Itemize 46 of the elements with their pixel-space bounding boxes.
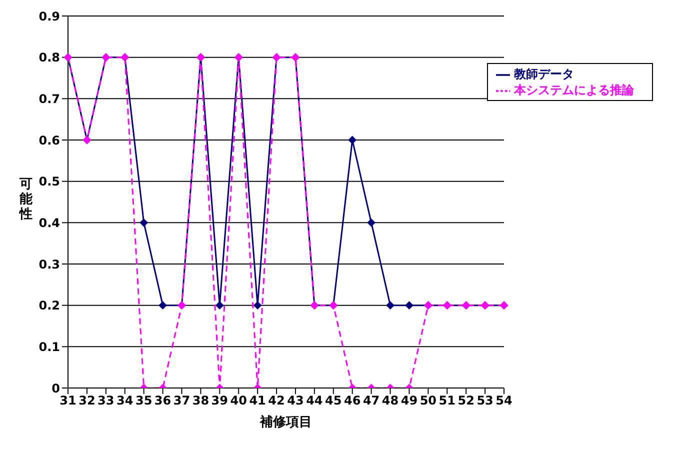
point [367, 218, 376, 227]
point [405, 301, 414, 310]
x-tick-label: 41 [249, 394, 266, 408]
x-tick-label: 42 [268, 394, 285, 408]
x-tick-label: 33 [98, 394, 114, 408]
x-axis-title: 補修項目 [259, 414, 312, 430]
y-tick-label: 0.8 [38, 50, 60, 65]
point [348, 136, 356, 144]
x-tick-label: 48 [382, 394, 399, 408]
x-tick-label: 36 [154, 394, 172, 408]
point [158, 301, 167, 310]
y-tick-label: 0 [52, 381, 60, 396]
point [254, 301, 262, 310]
x-tick-label: 49 [400, 394, 418, 408]
x-tick-label: 46 [344, 394, 361, 408]
x-tick-label: 43 [287, 394, 304, 408]
x-tick-label: 32 [78, 394, 96, 408]
y-tick-label: 0.4 [38, 216, 60, 230]
x-tick-label: 53 [476, 394, 494, 408]
y-tick-label: 0.7 [38, 92, 60, 106]
x-tick-label: 50 [420, 394, 437, 408]
y-tick-label: 0.6 [38, 133, 60, 148]
y-axis-title: 可能性 [18, 177, 34, 222]
legend-label: 教師データ [514, 67, 574, 81]
point [216, 301, 224, 310]
legend-label: 本システムによる推論 [514, 83, 634, 97]
x-tick-label: 51 [438, 394, 456, 408]
x-tick-label: 38 [192, 394, 210, 408]
x-tick-label: 35 [135, 394, 152, 408]
x-tick-label: 52 [458, 394, 474, 408]
x-tick-label: 47 [362, 394, 380, 408]
x-tick-label: 37 [173, 394, 190, 408]
x-tick-label: 54 [496, 394, 512, 408]
x-tick-label: 45 [325, 394, 342, 408]
y-tick-label: 0.5 [38, 174, 60, 189]
point [386, 301, 394, 310]
y-tick-label: 0.2 [38, 298, 60, 313]
y-tick-label: 0.3 [38, 257, 60, 272]
x-tick-label: 40 [230, 394, 247, 408]
point [140, 218, 148, 227]
y-tick-label: 0.1 [38, 340, 60, 354]
x-tick-label: 44 [306, 394, 323, 408]
x-tick-label: 31 [60, 394, 76, 408]
y-tick-label: 0.9 [38, 9, 60, 24]
x-tick-label: 34 [116, 394, 134, 408]
x-tick-label: 39 [211, 394, 228, 408]
